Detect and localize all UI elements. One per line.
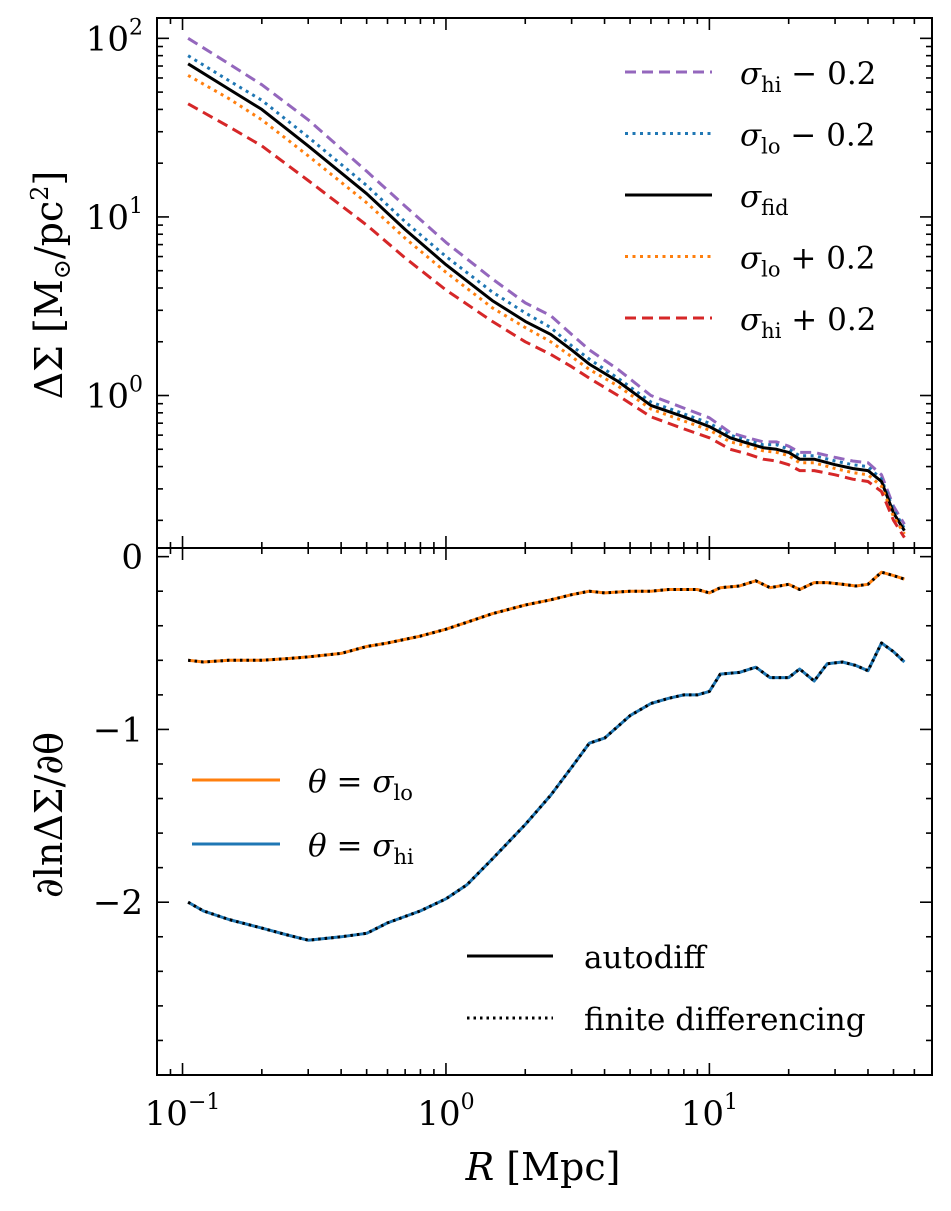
y-tick-label: 0 — [121, 538, 143, 578]
y-tick-label: −2 — [93, 883, 143, 923]
y-tick-label: 101 — [86, 194, 143, 238]
legend-label-autodiff: autodiff — [584, 940, 707, 976]
x-tick-label: 100 — [417, 1090, 474, 1134]
legend-label-hi-0-2: σhi + 0.2 — [740, 302, 876, 343]
legend-label-finite-differencing: finite differencing — [584, 1002, 866, 1038]
autodiff-line-lo — [187, 570, 905, 664]
finite-diff-line-lo — [187, 570, 905, 664]
autodiff-line-hi — [187, 641, 906, 942]
x-tick-label: 101 — [681, 1090, 738, 1134]
finite-diff-line-hi — [187, 641, 906, 942]
legend-label-hi-0-2: σhi − 0.2 — [740, 56, 876, 97]
legend-label-lo: θ = σlo — [308, 764, 413, 805]
bottom-axes-frame — [156, 547, 933, 1076]
top-y-axis-label: ΔΣ [M⊙/pc2] — [26, 171, 76, 400]
series-line-hi-0-2 — [187, 37, 906, 526]
series-line-lo-0-2 — [187, 54, 906, 530]
legend-label-fid: σfid — [740, 179, 789, 220]
y-tick-label: 100 — [86, 373, 143, 417]
legend-label-lo-0-2: σlo + 0.2 — [740, 241, 876, 282]
x-axis-label: R [Mpc] — [465, 1145, 621, 1189]
y-tick-label: −1 — [93, 710, 143, 750]
legend-label-hi: θ = σhi — [308, 828, 414, 869]
legend-label-lo-0-2: σlo − 0.2 — [740, 118, 876, 159]
top-panel-delta-sigma: 100 101 102 ΔΣ [M⊙/pc2] σhi − 0.2 σlo − 0.2… — [26, 15, 933, 549]
x-tick-label: 10−1 — [145, 1090, 221, 1134]
top-axes-frame — [156, 17, 933, 549]
y-tick-label: 102 — [86, 15, 143, 59]
bottom-y-axis-label: ∂lnΔΣ/∂θ — [27, 732, 71, 898]
series-line-fid — [187, 62, 906, 532]
series-line-hi-0-2 — [187, 102, 906, 539]
series-line-lo-0-2 — [187, 74, 906, 535]
